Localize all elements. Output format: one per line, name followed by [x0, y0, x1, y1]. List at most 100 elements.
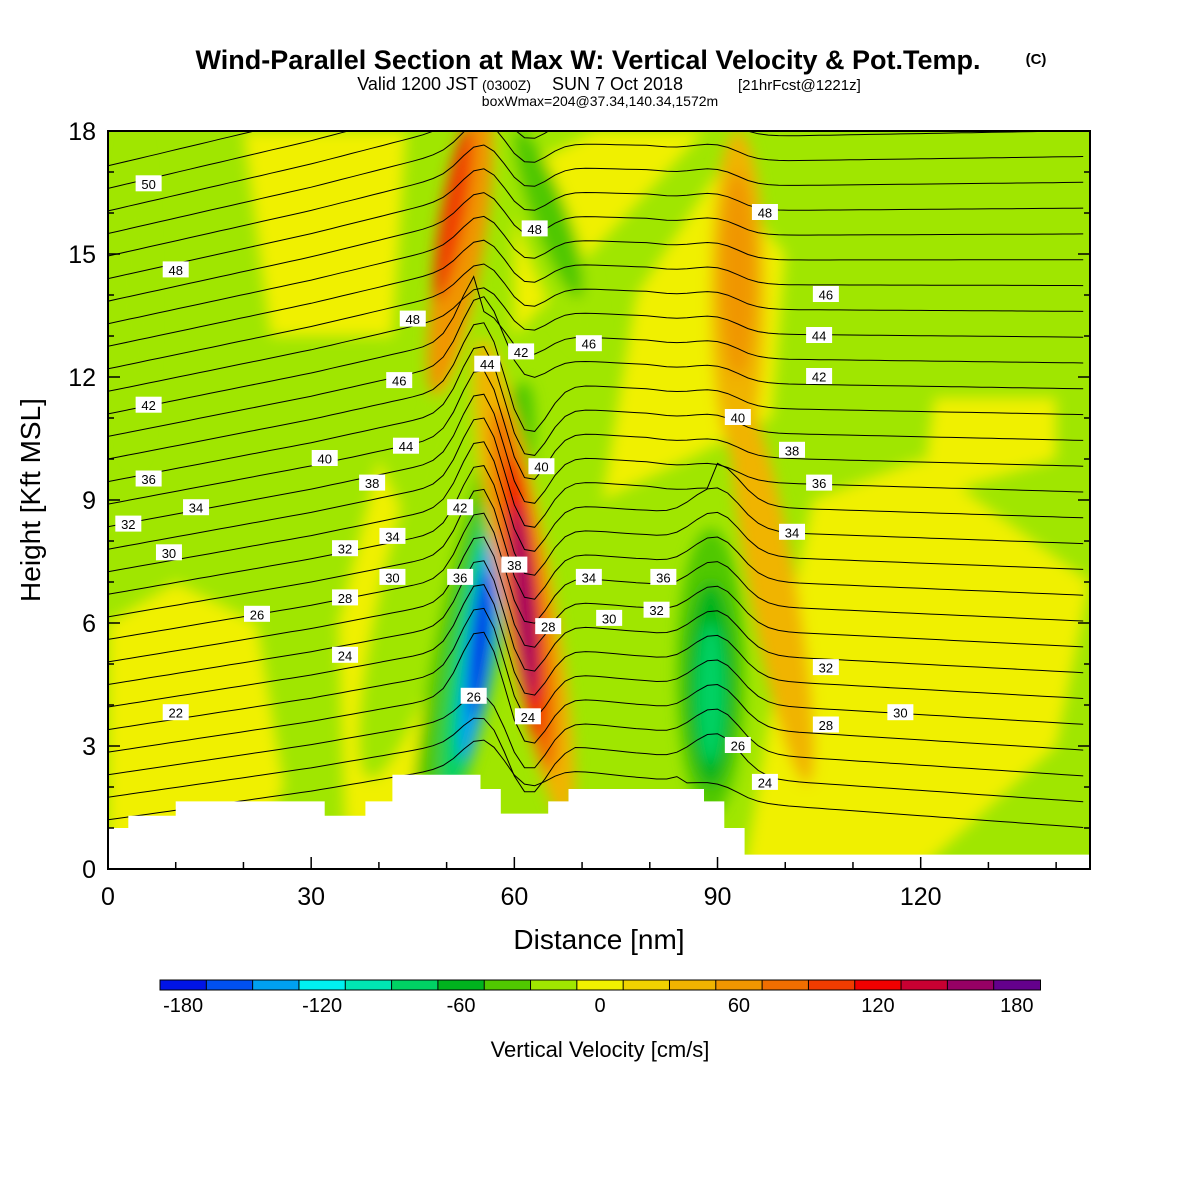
weak-updraft-region	[243, 131, 406, 336]
isentrope-label-text: 30	[893, 706, 907, 721]
isentrope-label: 40	[311, 450, 338, 467]
colorbar-swatch	[344, 979, 393, 991]
isentrope-label: 44	[806, 327, 833, 344]
isentrope-label-text: 26	[466, 689, 480, 704]
isentrope-label: 46	[812, 286, 839, 303]
isentrope-label: 38	[779, 441, 806, 458]
colorbar-swatch	[298, 979, 347, 991]
plot-area: 50 48 48 48 48 46 46 46 44 44 44 42 42 42 42 40 40 40 38 38…	[107, 130, 1091, 870]
isentrope-label: 30	[155, 544, 182, 561]
isentrope-line	[108, 131, 351, 189]
isentrope-line	[108, 393, 1084, 528]
x-tick-label: 90	[704, 883, 732, 911]
boxwmax-label: boxWmax=204@37.34,140.34,1572m	[482, 93, 718, 109]
colorbar: -180 -120 -60 0 60 120 180	[159, 979, 1041, 1017]
colorbar-swatch	[715, 979, 764, 991]
isentrope-label-text: 32	[338, 542, 352, 557]
isentrope-label-text: 42	[812, 370, 826, 385]
isentrope-label: 48	[162, 261, 189, 278]
isentrope-label-text: 28	[338, 591, 352, 606]
isentrope-label: 24	[514, 708, 541, 725]
colorbar-swatch	[807, 979, 856, 991]
colorbar-swatch	[391, 979, 439, 991]
isentrope-line	[108, 131, 1084, 212]
isentrope-label-text: 26	[731, 739, 745, 754]
isentrope-label-text: 42	[141, 398, 155, 413]
isentrope-label: 46	[386, 372, 413, 389]
colorbar-swatch	[854, 979, 903, 991]
y-axis-title: Height [Kft MSL]	[15, 398, 46, 602]
isentrope-label: 28	[332, 589, 359, 606]
isentrope-label-text: 32	[819, 661, 833, 676]
isentrope-line	[108, 131, 1084, 234]
isentrope-line	[108, 346, 1084, 483]
isentrope-label: 36	[447, 568, 474, 585]
isentrope-label: 26	[724, 737, 751, 754]
isentrope-label: 32	[812, 659, 839, 676]
isentrope-label-text: 40	[534, 460, 548, 475]
isentrope-label-text: 50	[141, 177, 155, 192]
isentrope-label-text: 34	[385, 529, 399, 544]
isentrope-label: 22	[162, 704, 189, 721]
isentrope-label: 36	[650, 568, 677, 585]
colorbar-swatch	[483, 979, 532, 991]
isentrope-label: 30	[596, 609, 623, 626]
isentrope-label: 30	[379, 568, 406, 585]
isentrope-label-text: 38	[507, 558, 521, 573]
weak-updraft-region	[108, 582, 285, 869]
isentrope-line	[108, 536, 1084, 663]
x-tick-label: 0	[101, 883, 115, 911]
isentrope-line	[108, 717, 1084, 803]
isentrope-label: 24	[751, 773, 778, 790]
isentrope-label-text: 32	[121, 517, 135, 532]
isentrope-line	[108, 144, 1084, 257]
isentrope-line	[108, 263, 1084, 370]
isentrope-label: 26	[243, 605, 270, 622]
y-tick-label: 15	[68, 241, 96, 269]
isentrope-label: 34	[779, 523, 806, 540]
colorbar-tick-label: 120	[861, 995, 894, 1017]
y-tick-label: 3	[82, 733, 96, 761]
isentrope-label-text: 44	[480, 357, 494, 372]
isentrope-line	[108, 560, 1084, 685]
isentrope-label-text: 48	[527, 222, 541, 237]
y-tick-label: 9	[82, 487, 96, 515]
x-axis-title: Distance [nm]	[513, 924, 684, 955]
isentrope-label: 46	[575, 335, 602, 352]
isentrope-label-text: 22	[168, 706, 182, 721]
colorbar-swatch	[668, 979, 717, 991]
colorbar-tick-label: 0	[594, 995, 605, 1017]
colorbar-swatch	[252, 979, 300, 991]
y-tick-label: 0	[82, 856, 96, 884]
isentrope-label: 34	[183, 499, 210, 516]
isentrope-label: 26	[460, 687, 487, 704]
isentrope-label: 32	[332, 540, 359, 557]
isentrope-label-text: 36	[141, 472, 155, 487]
isentrope-label-text: 36	[453, 570, 467, 585]
colorbar-tick-label: -180	[163, 995, 203, 1017]
isentrope-label: 48	[399, 310, 426, 327]
isentrope-label-text: 44	[399, 439, 413, 454]
contour-labels: 50 48 48 48 48 46 46 46 44 44 44 42 42 42 42 40 40 40 38 38…	[115, 175, 914, 790]
downdraft-band	[513, 131, 583, 298]
colorbar-swatch	[946, 979, 995, 991]
colorbar-tick-label: -60	[447, 995, 476, 1017]
isentrope-line	[108, 607, 1084, 731]
isentrope-label-text: 42	[453, 501, 467, 516]
isentrope-label-text: 46	[582, 337, 596, 352]
colorbar-tick-label: -120	[302, 995, 342, 1017]
valid-prefix: Valid 1200 JST	[357, 74, 478, 94]
copyright-mark: (C)	[1026, 51, 1047, 68]
isentrope-line	[108, 239, 1084, 347]
isentrope-label-text: 48	[406, 312, 420, 327]
isentrope-line	[108, 631, 1084, 753]
isentrope-label-text: 36	[656, 570, 670, 585]
isentrope-label-text: 40	[317, 452, 331, 467]
isentrope-label-text: 28	[819, 718, 833, 733]
updraft-core	[512, 504, 537, 701]
isentrope-label-text: 30	[602, 611, 616, 626]
isentrope-label-text: 40	[731, 411, 745, 426]
chart-title: Wind-Parallel Section at Max W: Vertical…	[196, 45, 981, 75]
isentrope-label: 44	[474, 355, 501, 372]
colorbar-swatch	[437, 979, 486, 991]
